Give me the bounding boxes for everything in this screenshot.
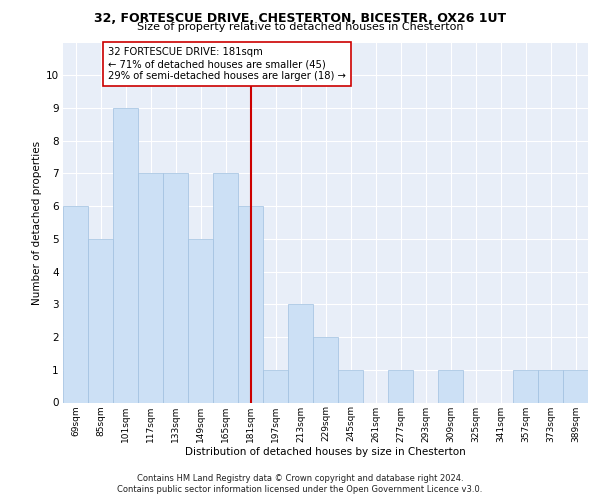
Bar: [213, 174, 238, 402]
Bar: [313, 337, 338, 402]
Bar: [338, 370, 363, 402]
Bar: [563, 370, 588, 402]
Bar: [388, 370, 413, 402]
Text: Size of property relative to detached houses in Chesterton: Size of property relative to detached ho…: [137, 22, 463, 32]
Bar: [513, 370, 538, 402]
Y-axis label: Number of detached properties: Number of detached properties: [32, 140, 41, 304]
Text: 32 FORTESCUE DRIVE: 181sqm
← 71% of detached houses are smaller (45)
29% of semi: 32 FORTESCUE DRIVE: 181sqm ← 71% of deta…: [108, 48, 346, 80]
Bar: [238, 206, 263, 402]
Bar: [438, 370, 463, 402]
Bar: [63, 206, 88, 402]
Text: 32, FORTESCUE DRIVE, CHESTERTON, BICESTER, OX26 1UT: 32, FORTESCUE DRIVE, CHESTERTON, BICESTE…: [94, 12, 506, 25]
Bar: [538, 370, 563, 402]
Bar: [163, 174, 188, 402]
Bar: [288, 304, 313, 402]
Bar: [263, 370, 288, 402]
X-axis label: Distribution of detached houses by size in Chesterton: Distribution of detached houses by size …: [185, 447, 466, 457]
Bar: [138, 174, 163, 402]
Bar: [188, 239, 213, 402]
Bar: [113, 108, 138, 403]
Bar: [88, 239, 113, 402]
Text: Contains HM Land Registry data © Crown copyright and database right 2024.
Contai: Contains HM Land Registry data © Crown c…: [118, 474, 482, 494]
